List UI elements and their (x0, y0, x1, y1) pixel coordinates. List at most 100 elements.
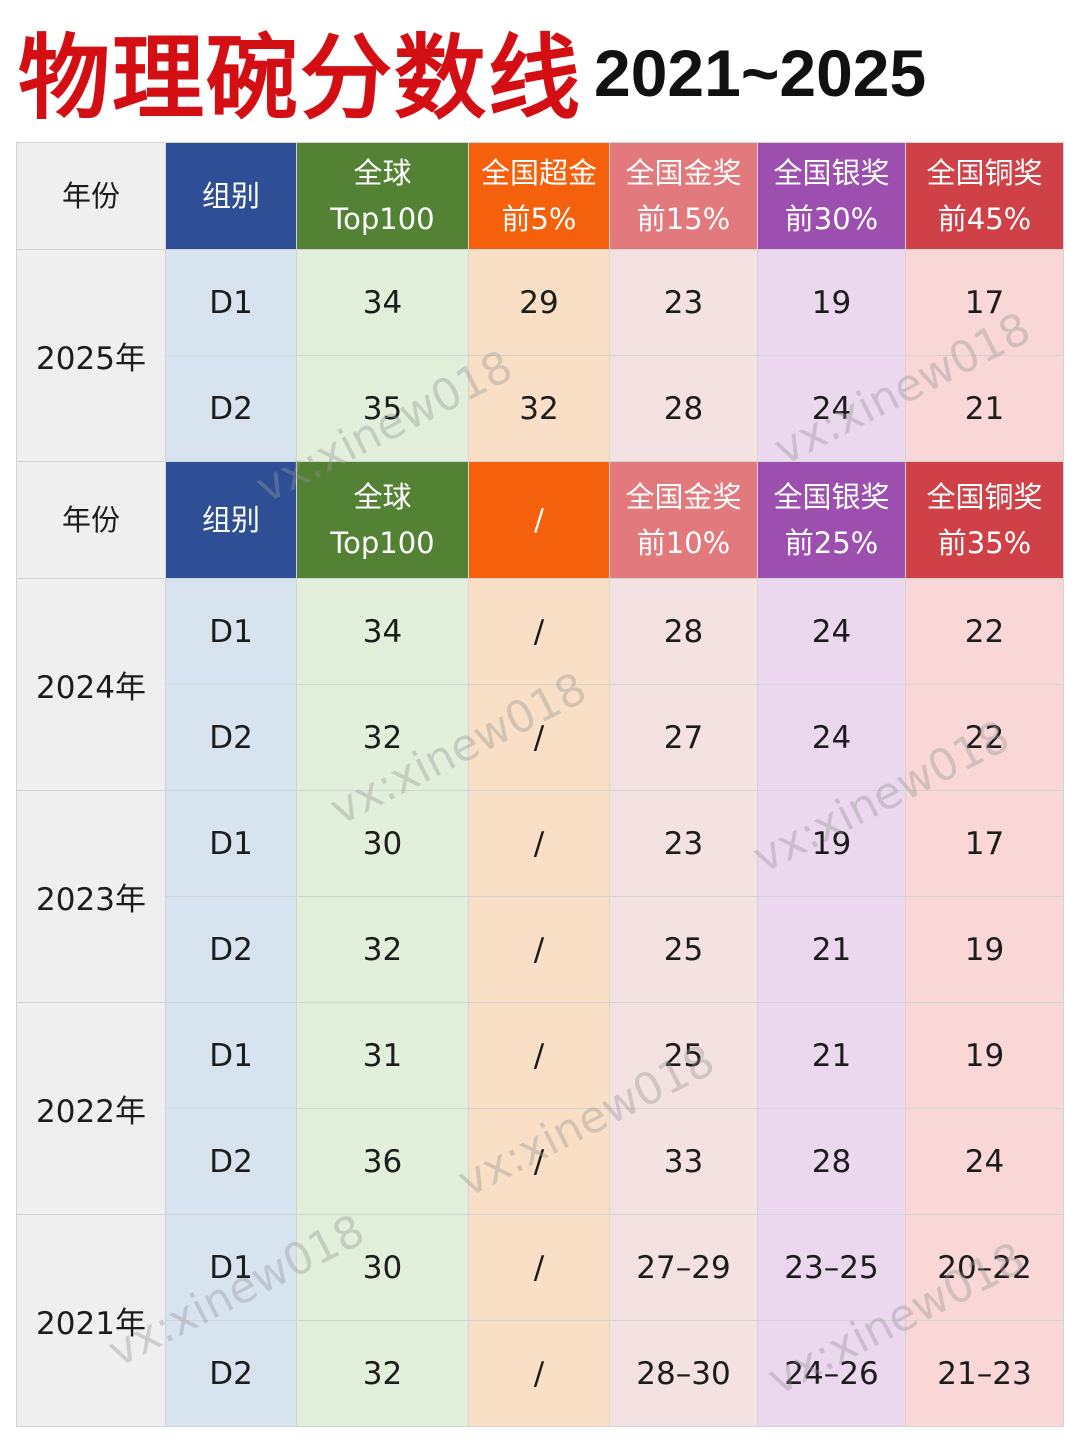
header-super-line2: 前5% (501, 202, 577, 236)
table-row: 2023年 D1 30 / 23 19 17 (16, 790, 1064, 1003)
year-cell: 2023年 (16, 790, 166, 1003)
header-group: 组别 (165, 142, 297, 250)
group-cell: D2 (165, 896, 297, 1003)
header-row-older: 年份 组别 全球 Top100 / 全国金奖 前10% 全国银奖 前25% 全国… (16, 461, 1064, 579)
header-silver: 全国银奖 前30% (757, 142, 906, 250)
gold-cell: 27 (609, 684, 758, 791)
title-main: 物理碗分数线 (18, 24, 583, 132)
header-group: 组别 (165, 461, 297, 579)
bronze-cell: 24 (905, 1108, 1064, 1215)
group-cell: D1 (165, 790, 297, 897)
header-gold-line2: 前10% (636, 526, 731, 560)
group-cell: D2 (165, 355, 297, 462)
silver-cell: 24 (757, 684, 906, 791)
super-gold-cell: / (468, 790, 610, 897)
score-table: 年份 组别 全球 Top100 全国超金 前5% 全国金奖 前15% 全国银奖 … (16, 142, 1064, 1427)
header-top100-line2: Top100 (330, 526, 435, 560)
top100-cell: 31 (296, 1002, 469, 1109)
header-bronze-line2: 前45% (937, 202, 1032, 236)
group-cell: D2 (165, 684, 297, 791)
header-year: 年份 (16, 461, 166, 579)
top100-cell: 36 (296, 1108, 469, 1215)
gold-cell: 28 (609, 578, 758, 685)
header-top100-line1: 全球 (353, 156, 412, 190)
bronze-cell: 20–22 (905, 1214, 1064, 1321)
table-row: D2 35 32 28 24 21 (17, 355, 1064, 462)
year-cell: 2024年 (16, 578, 166, 791)
header-gold: 全国金奖 前10% (609, 461, 758, 579)
header-silver-line1: 全国银奖 (773, 156, 890, 190)
top100-cell: 30 (296, 790, 469, 897)
top100-cell: 34 (296, 249, 469, 356)
top100-cell: 30 (296, 1214, 469, 1321)
super-gold-cell: 29 (468, 249, 610, 356)
bronze-cell: 21 (905, 355, 1064, 462)
group-cell: D1 (165, 578, 297, 685)
silver-cell: 24–26 (757, 1320, 906, 1427)
table-row: 2021年 D1 30 / 27–29 23–25 20–22 (16, 1214, 1064, 1427)
table-row: D2 36 / 33 28 24 (17, 1108, 1064, 1215)
silver-cell: 28 (757, 1108, 906, 1215)
bronze-cell: 22 (905, 578, 1064, 685)
group-cell: D2 (165, 1108, 297, 1215)
header-top100-line1: 全球 (353, 480, 412, 514)
year-cell: 2021年 (16, 1214, 166, 1427)
header-silver-line1: 全国银奖 (773, 480, 890, 514)
bronze-cell: 17 (905, 249, 1064, 356)
silver-cell: 21 (757, 896, 906, 1003)
title-years: 2021~2025 (594, 36, 927, 110)
bronze-cell: 19 (905, 1002, 1064, 1109)
silver-cell: 24 (757, 355, 906, 462)
table-row: 2025年 D1 34 29 23 19 17 (16, 249, 1064, 462)
header-silver-line2: 前30% (784, 202, 879, 236)
header-silver-line2: 前25% (784, 526, 879, 560)
header-gold-line2: 前15% (636, 202, 731, 236)
bronze-cell: 17 (905, 790, 1064, 897)
bronze-cell: 22 (905, 684, 1064, 791)
super-gold-cell: / (468, 578, 610, 685)
header-top100: 全球 Top100 (296, 142, 469, 250)
group-cell: D1 (165, 1214, 297, 1321)
header-top100: 全球 Top100 (296, 461, 469, 579)
bronze-cell: 19 (905, 896, 1064, 1003)
super-gold-cell: 32 (468, 355, 610, 462)
top100-cell: 32 (296, 896, 469, 1003)
silver-cell: 24 (757, 578, 906, 685)
super-gold-cell: / (468, 1214, 610, 1321)
top100-cell: 32 (296, 684, 469, 791)
group-cell: D1 (165, 249, 297, 356)
gold-cell: 25 (609, 1002, 758, 1109)
header-super-gold: / (468, 461, 610, 579)
top100-cell: 32 (296, 1320, 469, 1427)
header-bronze: 全国铜奖 前35% (905, 461, 1064, 579)
silver-cell: 19 (757, 249, 906, 356)
header-super-line1: 全国超金 (480, 156, 597, 190)
table-row: D2 32 / 28–30 24–26 21–23 (17, 1320, 1064, 1427)
header-gold-line1: 全国金奖 (625, 480, 742, 514)
table-row: D2 32 / 27 24 22 (17, 684, 1064, 791)
table-row: 2024年 D1 34 / 28 24 22 (16, 578, 1064, 791)
super-gold-cell: / (468, 684, 610, 791)
gold-cell: 28 (609, 355, 758, 462)
silver-cell: 23–25 (757, 1214, 906, 1321)
table-row: D2 32 / 25 21 19 (17, 896, 1064, 1003)
silver-cell: 21 (757, 1002, 906, 1109)
bronze-cell: 21–23 (905, 1320, 1064, 1427)
header-bronze-line2: 前35% (937, 526, 1032, 560)
top100-cell: 35 (296, 355, 469, 462)
gold-cell: 27–29 (609, 1214, 758, 1321)
silver-cell: 19 (757, 790, 906, 897)
group-cell: D2 (165, 1320, 297, 1427)
header-row-2025: 年份 组别 全球 Top100 全国超金 前5% 全国金奖 前15% 全国银奖 … (16, 142, 1064, 250)
gold-cell: 23 (609, 790, 758, 897)
header-super-gold: 全国超金 前5% (468, 142, 610, 250)
header-gold-line1: 全国金奖 (625, 156, 742, 190)
super-gold-cell: / (468, 1320, 610, 1427)
header-bronze-line1: 全国铜奖 (926, 156, 1043, 190)
year-cell: 2025年 (16, 249, 166, 462)
header-gold: 全国金奖 前15% (609, 142, 758, 250)
header-silver: 全国银奖 前25% (757, 461, 906, 579)
super-gold-cell: / (468, 896, 610, 1003)
year-cell: 2022年 (16, 1002, 166, 1215)
gold-cell: 23 (609, 249, 758, 356)
